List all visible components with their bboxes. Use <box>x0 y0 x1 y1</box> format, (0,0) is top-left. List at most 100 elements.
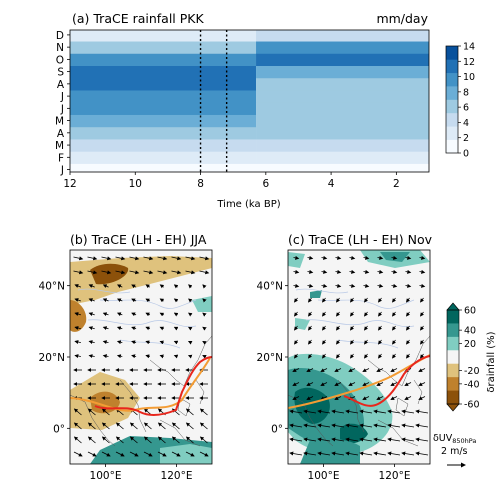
colorbar-b-extend-bottom <box>446 403 460 412</box>
heatmap-cell <box>256 41 429 54</box>
wind-vector <box>143 256 154 261</box>
wind-vector <box>392 339 397 345</box>
wind-vector <box>306 368 314 372</box>
colorbar-b-segment <box>447 377 459 391</box>
wind-vector <box>420 325 425 331</box>
wind-vector <box>359 451 373 456</box>
map-c-ticks: 100°E 120°E 0° 20°N 40°N <box>257 281 411 482</box>
wind-vector <box>157 436 166 444</box>
colorbar-a-segment <box>446 86 458 100</box>
wind-vector <box>320 382 328 386</box>
wind-vectors-c <box>289 255 429 456</box>
wind-vector <box>173 340 179 345</box>
wind-vector <box>145 298 151 303</box>
wind-vector <box>294 297 299 303</box>
colorbar-b-segment <box>447 310 459 324</box>
wind-vector <box>145 284 151 289</box>
wind-vector <box>188 298 193 303</box>
wind-vector <box>157 422 166 430</box>
wind-vector <box>115 270 126 275</box>
wind-vector <box>293 283 300 288</box>
wind-vector <box>317 437 331 442</box>
wind-vector <box>390 382 398 386</box>
y-tick-label: F <box>58 152 64 164</box>
y-tick-label: A <box>57 79 65 91</box>
lat-tick-label: 40°N <box>257 281 283 293</box>
colorbar-b-tick-label: 40 <box>464 326 476 337</box>
heatmap-cell <box>256 102 429 115</box>
panel-a: (a) TraCE rainfall PKK mm/day 12 10 8 6 4 2 J… <box>55 11 475 210</box>
wind-vector <box>173 326 179 331</box>
wind-vector <box>173 284 179 289</box>
panel-c-title: (c) TraCE (LH - EH) Nov <box>288 232 433 247</box>
panel-a-title: (a) TraCE rainfall PKK <box>72 11 204 26</box>
wind-vector <box>364 311 369 317</box>
wind-vector <box>307 269 314 274</box>
wind-vector <box>378 311 383 317</box>
colorbar-a-tick-label: 4 <box>463 118 469 129</box>
heatmap-cell <box>70 41 257 54</box>
wind-vector <box>321 255 328 260</box>
wind-vector <box>87 408 96 416</box>
x-tick-label: 12 <box>63 178 76 190</box>
wind-vector <box>171 422 180 430</box>
wind-vector <box>415 451 429 456</box>
wind-vector <box>88 340 95 345</box>
wind-vector <box>336 325 341 331</box>
wind-vector <box>101 422 110 430</box>
heatmap-cell <box>70 126 257 140</box>
lat-tick-label: 40°N <box>39 281 65 293</box>
wind-vector <box>202 355 207 359</box>
wind-vector <box>171 270 182 275</box>
colorbar-a-tick-label: 8 <box>463 87 469 98</box>
colorbar-a-segment <box>446 46 458 60</box>
y-tick-label: J <box>60 91 64 103</box>
colorbar-a-tick-label: 10 <box>463 72 475 83</box>
wind-vector <box>87 436 96 444</box>
heatmap-cell <box>70 77 257 91</box>
wind-vector <box>322 311 327 317</box>
wind-vector <box>306 382 314 386</box>
wind-vector <box>392 353 397 359</box>
wind-vector <box>74 326 81 330</box>
wind-vector <box>74 340 81 345</box>
wind-vector <box>401 451 415 456</box>
wind-vector <box>131 340 137 345</box>
wind-vector <box>317 409 331 414</box>
wind-vector <box>143 422 152 430</box>
wind-vector <box>336 297 341 303</box>
wind-vector <box>336 339 341 345</box>
wind-vector <box>157 270 168 275</box>
wind-vector <box>73 270 84 275</box>
heatmap-cell <box>256 89 429 103</box>
wind-vector <box>102 284 109 289</box>
wind-vector <box>87 422 96 430</box>
colorbar-b-tick-label: 60 <box>464 306 476 317</box>
wind-vector <box>404 382 412 386</box>
wind-legend-label: δUV850hPa <box>433 433 476 445</box>
wind-vector <box>391 283 398 288</box>
wind-vector <box>294 353 299 359</box>
wind-vector <box>185 422 194 430</box>
wind-vector <box>102 340 109 345</box>
x-tick-label: 8 <box>197 178 204 190</box>
wind-vector <box>171 436 180 444</box>
wind-vector <box>129 422 138 430</box>
wind-vector <box>373 409 387 414</box>
heatmap-cell <box>256 126 429 140</box>
colorbar-a-segment <box>446 72 458 87</box>
colorbar-a-tick-label: 0 <box>463 149 469 160</box>
wind-vector <box>199 270 210 275</box>
wind-vector <box>74 284 82 288</box>
wind-vector <box>88 326 95 331</box>
wind-vector <box>129 451 139 457</box>
lon-tick-label: 100°E <box>308 470 340 482</box>
wind-vector <box>157 451 167 457</box>
wind-vector <box>143 451 153 457</box>
wind-vector <box>320 368 328 372</box>
wind-vector <box>331 451 345 456</box>
rainfall-heatmap <box>70 30 429 172</box>
heatmap-cell <box>70 102 257 115</box>
wind-vector <box>405 269 412 274</box>
